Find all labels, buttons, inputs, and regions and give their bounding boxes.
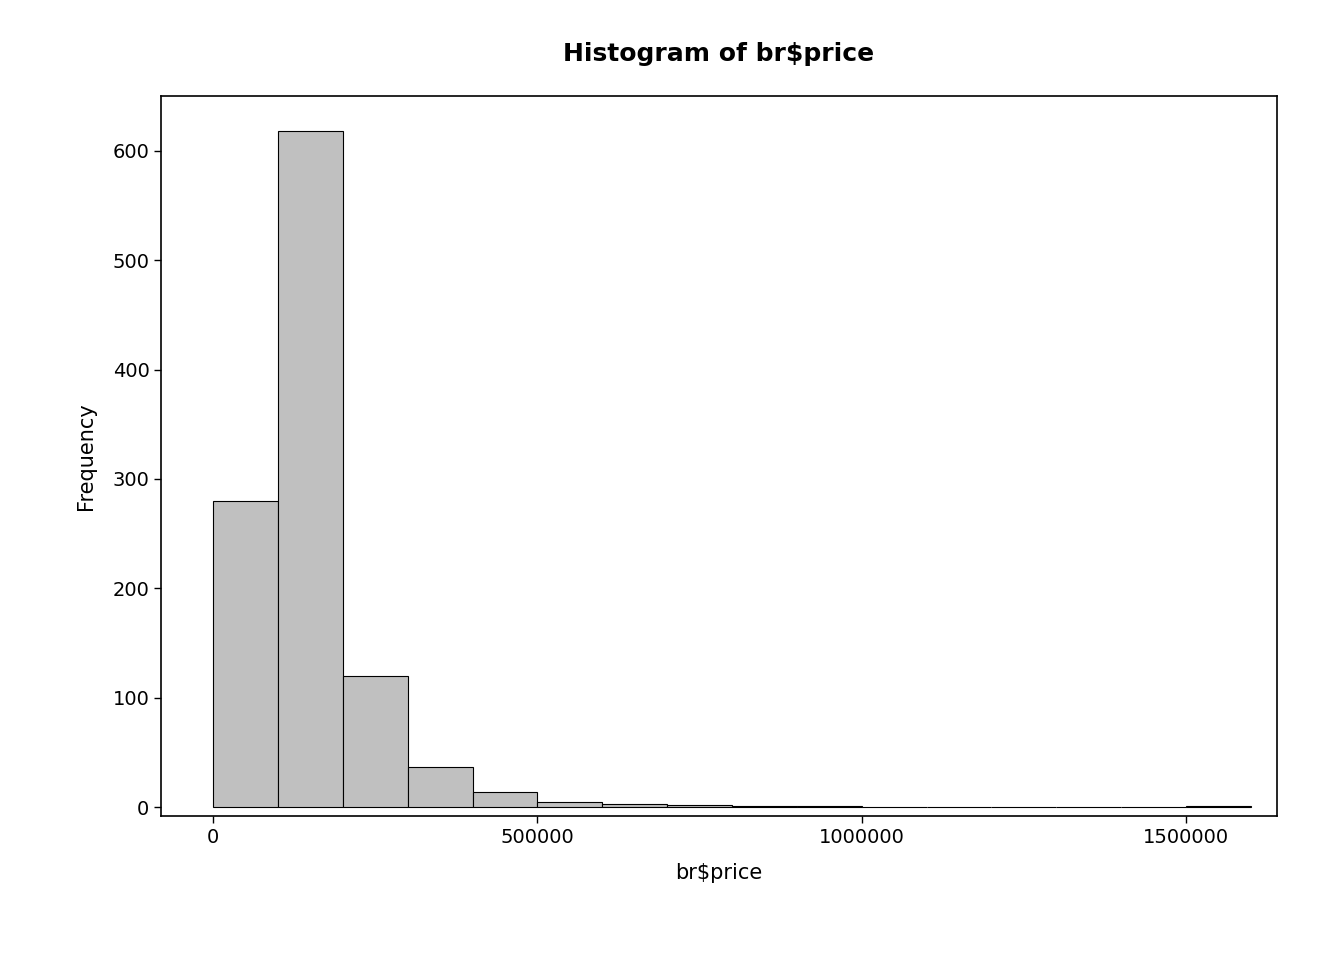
Bar bbox=[473, 792, 538, 807]
Bar bbox=[602, 804, 667, 807]
Bar bbox=[407, 767, 473, 807]
Bar bbox=[797, 806, 862, 807]
Bar bbox=[667, 805, 732, 807]
Bar bbox=[278, 131, 343, 807]
Y-axis label: Frequency: Frequency bbox=[75, 402, 95, 510]
Bar bbox=[1185, 806, 1251, 807]
Bar bbox=[732, 806, 797, 807]
Bar bbox=[343, 676, 407, 807]
Bar bbox=[214, 501, 278, 807]
Bar bbox=[538, 802, 602, 807]
X-axis label: br$price: br$price bbox=[676, 863, 762, 883]
Title: Histogram of br$price: Histogram of br$price bbox=[563, 42, 875, 66]
